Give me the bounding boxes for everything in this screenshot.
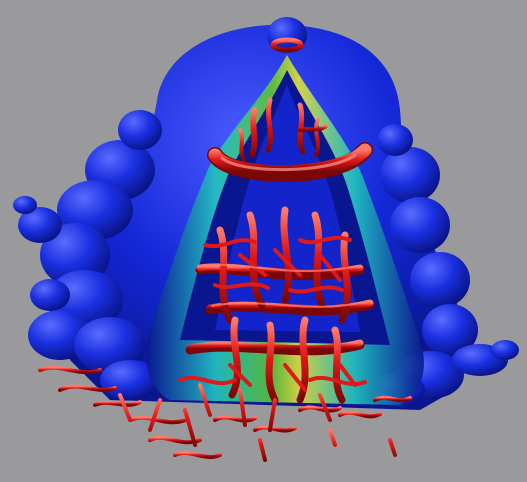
right-lobe-blobs — [375, 124, 519, 408]
turbulent-vortex-tangle — [178, 206, 375, 404]
left-lobe-blobs — [13, 110, 162, 400]
upper-vortex-filaments — [238, 97, 328, 162]
primary-vortex-ring — [207, 142, 373, 182]
top-crest — [267, 17, 307, 53]
trailing-vortex-fragments — [38, 365, 412, 462]
